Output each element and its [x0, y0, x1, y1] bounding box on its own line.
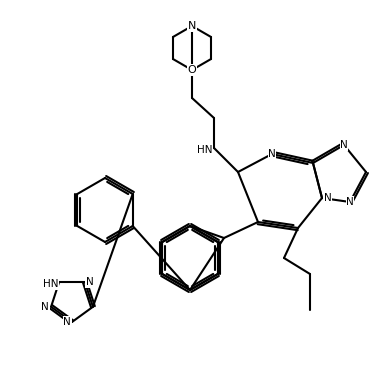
Text: N: N	[188, 21, 196, 31]
Text: N: N	[340, 140, 348, 150]
Text: N: N	[268, 149, 276, 159]
Text: N: N	[324, 193, 332, 203]
Text: HN: HN	[43, 279, 58, 289]
Text: N: N	[41, 302, 49, 312]
Text: N: N	[346, 197, 354, 207]
Text: N: N	[324, 193, 332, 203]
Text: N: N	[86, 277, 94, 287]
Text: O: O	[188, 65, 196, 75]
Text: N: N	[63, 317, 71, 327]
Text: HN: HN	[197, 145, 212, 155]
